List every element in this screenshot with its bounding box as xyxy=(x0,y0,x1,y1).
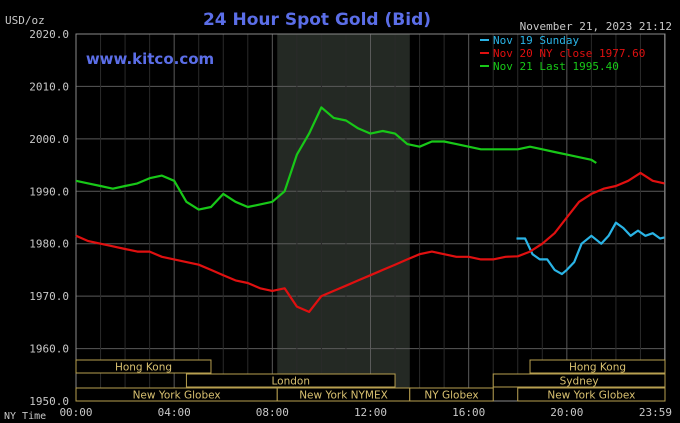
y-tick-label-1: 2010.0 xyxy=(29,80,69,93)
x-tick-label-5: 20:00 xyxy=(550,406,583,419)
trading-sessions: Hong Kong Hong Kong London Sydney New York G… xyxy=(75,359,666,402)
series-line-1 xyxy=(75,171,665,313)
session-label-0: Hong Kong xyxy=(115,362,172,374)
x-axis-label: NY Time xyxy=(4,411,46,422)
nymex-band xyxy=(277,34,410,401)
session-box-2 xyxy=(185,373,396,388)
session-label-3: Sydney xyxy=(560,376,599,388)
y-tick-label-0: 2020.0 xyxy=(29,28,69,41)
x-tick-label-6: 23:59 xyxy=(639,406,672,419)
x-tick-label-3: 12:00 xyxy=(354,406,387,419)
session-box-3 xyxy=(492,373,666,388)
y-axis-label: USD/oz xyxy=(5,14,45,27)
y-tick-label-3: 1990.0 xyxy=(29,185,69,198)
legend-entry-1: Nov 20 NY close 1977.60 xyxy=(493,47,645,60)
session-label-4: New York Globex xyxy=(133,390,221,402)
legend-entry-0: Nov 19 Sunday xyxy=(493,34,579,47)
session-box-7 xyxy=(517,387,666,402)
y-tick-label-4: 1980.0 xyxy=(29,238,69,251)
axis-ticks: 2020.0 2010.0 2000.0 1990.0 1980.0 1970.0 1960… xyxy=(29,28,672,419)
session-box-1 xyxy=(529,359,666,374)
y-tick-label-5: 1970.0 xyxy=(29,290,69,303)
session-label-6: NY Globex xyxy=(424,390,478,402)
x-tick-label-0: 00:00 xyxy=(59,406,92,419)
session-label-5: New York NYMEX xyxy=(299,390,388,402)
session-highlight-band xyxy=(277,34,410,401)
series-line-2 xyxy=(75,106,597,211)
y-tick-label-2: 2000.0 xyxy=(29,133,69,146)
series-line-0 xyxy=(516,221,665,276)
x-tick-label-4: 16:00 xyxy=(452,406,485,419)
legend-entry-2: Nov 21 Last 1995.40 xyxy=(493,60,619,73)
session-box-0 xyxy=(75,359,212,374)
series-layer xyxy=(75,106,665,313)
watermark: www.kitco.com xyxy=(86,50,214,68)
y-tick-label-6: 1960.0 xyxy=(29,343,69,356)
session-label-1: Hong Kong xyxy=(569,362,626,374)
session-label-7: New York Globex xyxy=(547,390,635,402)
x-tick-label-1: 04:00 xyxy=(158,406,191,419)
timestamp: November 21, 2023 21:12 xyxy=(520,20,672,33)
session-label-2: London xyxy=(271,376,310,388)
session-box-6 xyxy=(409,387,494,402)
chart-title: 24 Hour Spot Gold (Bid) xyxy=(203,10,431,30)
x-tick-label-2: 08:00 xyxy=(256,406,289,419)
y-tick-label-7: 1950.0 xyxy=(29,395,69,408)
